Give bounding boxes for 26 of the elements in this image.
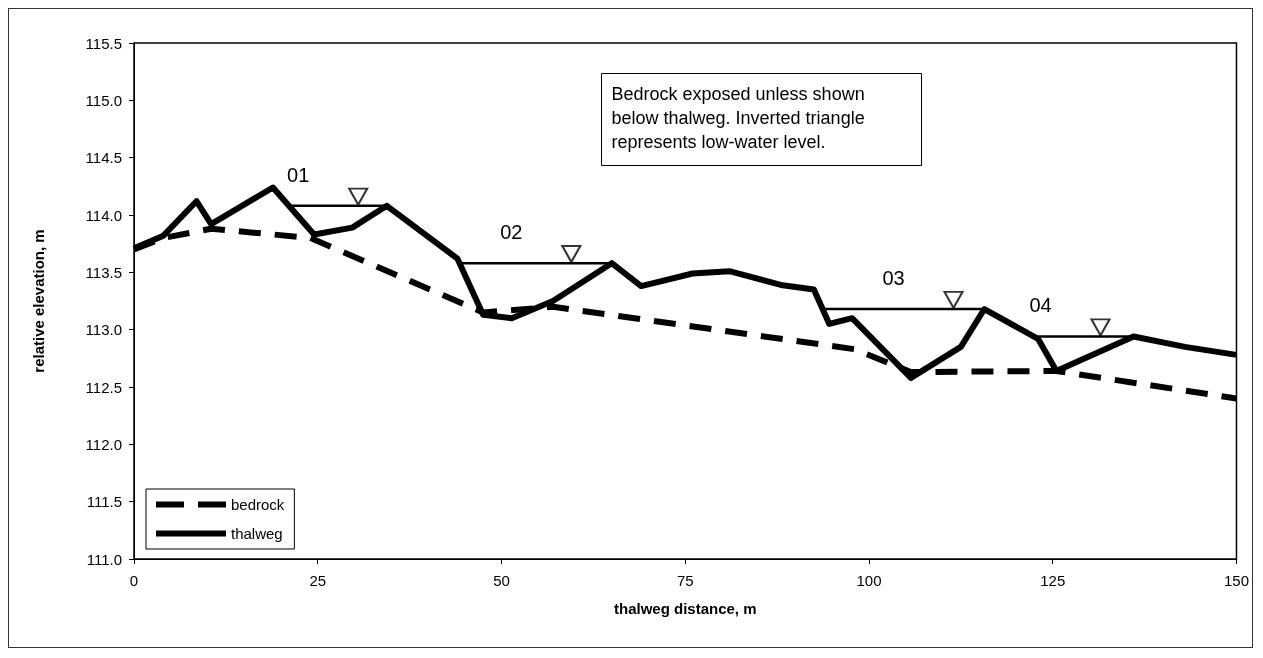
y-axis-title: relative elevation, m (30, 229, 47, 373)
legend-label: bedrock (231, 496, 285, 513)
y-tick-label: 114.0 (85, 206, 122, 224)
y-tick-label: 113.5 (85, 263, 122, 281)
annotation: 03 (882, 266, 905, 289)
x-tick-label: 125 (1040, 572, 1066, 589)
x-tick-label: 25 (309, 572, 327, 589)
y-tick-label: 111.5 (86, 493, 122, 511)
y-tick-label: 115.5 (85, 34, 122, 52)
annotation: 01 (287, 163, 310, 186)
x-tick-label: 150 (1223, 572, 1249, 589)
y-tick-label: 112.0 (85, 435, 122, 453)
y-tick-label: 115.0 (85, 91, 122, 109)
y-tick-label: 112.5 (85, 378, 122, 396)
annotation: Bedrock exposed unless shown below thalweg. Inverted triangle represents low-water level. (611, 83, 870, 152)
x-tick-label: 50 (493, 572, 510, 589)
annotation: 04 (1029, 294, 1052, 317)
x-axis-title: thalweg distance, m (613, 600, 757, 617)
x-tick-label: 75 (676, 572, 694, 589)
y-tick-label: 114.5 (85, 149, 122, 167)
y-tick-label: 111.0 (86, 550, 122, 568)
annotation: 02 (500, 220, 523, 243)
y-tick-label: 113.0 (85, 321, 122, 339)
legend-label: thalweg (231, 525, 283, 542)
x-tick-label: 100 (856, 572, 882, 589)
x-tick-label: 0 (129, 572, 139, 589)
